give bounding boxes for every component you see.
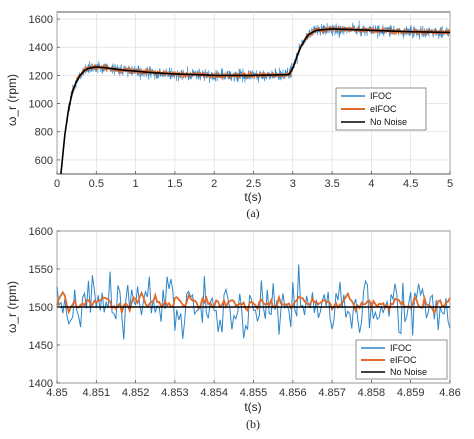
- x-tick-label: 4.852: [122, 387, 150, 399]
- panel-caption-b: (b): [246, 417, 260, 431]
- series-group-a: [60, 20, 451, 175]
- x-axis-label-a: t(s): [244, 190, 261, 204]
- y-axis-label-a: ω_r (rpm): [5, 74, 19, 126]
- y-tick-label: 1000: [29, 99, 53, 111]
- y-tick-label: 1500: [29, 302, 53, 314]
- y-tick-label: 1600: [29, 14, 53, 26]
- legend-label-eifoc-b: eIFOC: [390, 355, 417, 365]
- x-tick-label: 5: [447, 178, 453, 190]
- series-group-b: [56, 264, 451, 340]
- y-tick-label: 1450: [29, 340, 53, 352]
- ticks-b: 4.85 4.851 4.852 4.853 4.854 4.855 4.856 4.857 4…: [29, 226, 461, 399]
- legend-label-ifoc-a: IFOC: [370, 91, 392, 101]
- x-tick-label: 4.5: [403, 178, 418, 190]
- x-tick-label: 4.859: [397, 387, 425, 399]
- legend-label-eifoc-a: eIFOC: [370, 104, 397, 114]
- y-tick-label: 600: [35, 155, 53, 167]
- x-tick-label: 3: [290, 178, 296, 190]
- y-tick-label: 1400: [29, 42, 53, 54]
- panel-caption-a: (a): [246, 206, 259, 220]
- x-tick-label: 4: [368, 178, 374, 190]
- x-tick-label: 4.854: [200, 387, 228, 399]
- legend-label-ifoc-b: IFOC: [390, 343, 412, 353]
- y-tick-label: 800: [35, 127, 53, 139]
- legend-label-nonoise-a: No Noise: [370, 117, 407, 127]
- x-tick-label: 4.853: [161, 387, 189, 399]
- x-tick-label: 4.85: [46, 387, 67, 399]
- chart-panel-a: 0 0.5 1 1.5 2 2.5 3 3.5 4 4.5 5 600 800 1000 1200 1400 1…: [5, 11, 454, 220]
- y-tick-label: 1200: [29, 70, 53, 82]
- legend-a: IFOC eIFOC No Noise: [335, 87, 427, 131]
- y-tick-label: 1550: [29, 264, 53, 276]
- y-axis-label-b: ω_r (rpm): [5, 281, 19, 333]
- x-tick-label: 4.851: [83, 387, 111, 399]
- x-tick-label: 4.857: [318, 387, 346, 399]
- x-axis-label-b: t(s): [244, 400, 261, 414]
- x-tick-label: 4.855: [240, 387, 268, 399]
- y-tick-label: 1400: [29, 378, 53, 390]
- legend-label-nonoise-b: No Noise: [390, 367, 427, 377]
- x-tick-label: 4.856: [279, 387, 307, 399]
- x-tick-label: 3.5: [324, 178, 339, 190]
- x-tick-label: 1.5: [167, 178, 182, 190]
- x-tick-label: 4.858: [358, 387, 386, 399]
- ticks-a: 0 0.5 1 1.5 2 2.5 3 3.5 4 4.5 5 600 800 1000 1200 1400 1…: [29, 14, 454, 190]
- y-tick-label: 1600: [29, 226, 53, 238]
- series-line-nonoise-a: [60, 28, 451, 175]
- x-tick-label: 2.5: [246, 178, 261, 190]
- series-line-ifoc-b: [56, 264, 451, 340]
- x-tick-label: 0: [54, 178, 60, 190]
- legend-box-a: [335, 87, 427, 131]
- legend-b: IFOC eIFOC No Noise: [355, 339, 448, 380]
- chart-panel-b: 4.85 4.851 4.852 4.853 4.854 4.855 4.856 4.857 4…: [5, 226, 461, 431]
- x-tick-label: 2: [211, 178, 217, 190]
- x-tick-label: 4.86: [439, 387, 460, 399]
- x-tick-label: 0.5: [89, 178, 104, 190]
- x-tick-label: 1: [133, 178, 139, 190]
